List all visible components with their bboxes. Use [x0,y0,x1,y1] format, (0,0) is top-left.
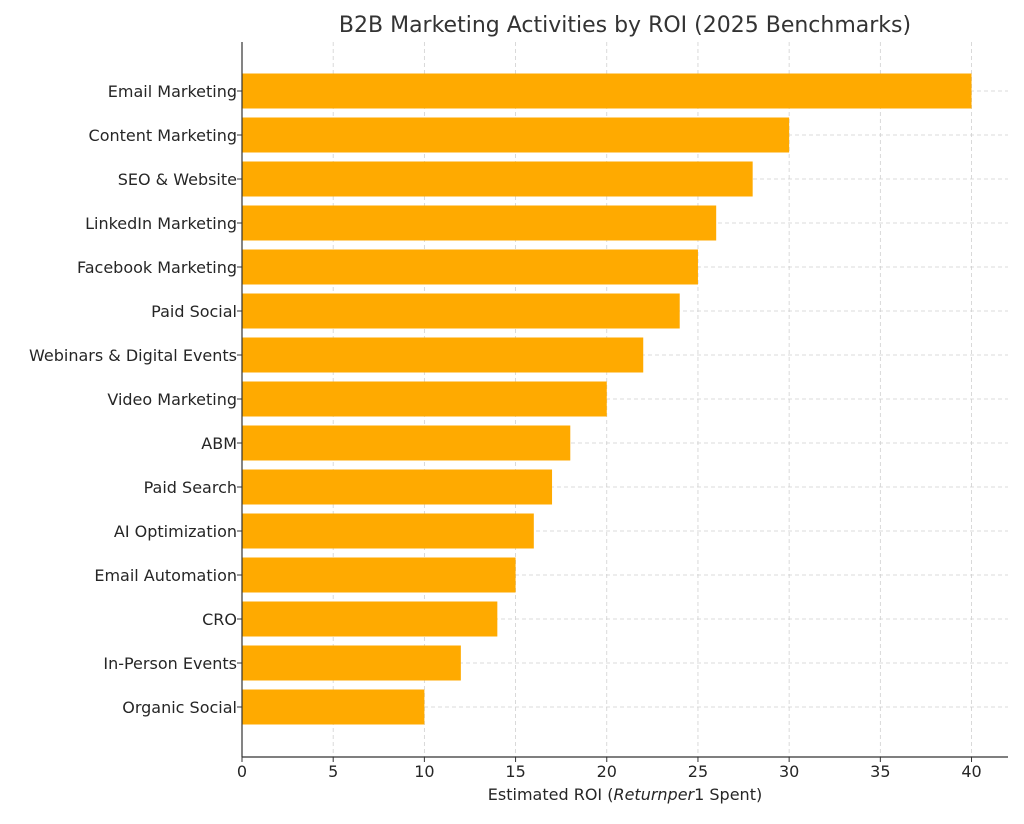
category-label: Paid Social [151,302,237,321]
bar [242,73,972,109]
category-label: Organic Social [122,698,237,717]
category-label: Email Marketing [108,82,237,101]
category-label: LinkedIn Marketing [85,214,237,233]
bar [242,161,753,197]
x-tick-label: 40 [961,762,981,781]
x-axis-title: Estimated ROI (Returnper1 Spent) [488,785,762,804]
x-axis-title-part-2: Returnper [613,785,695,804]
category-label: ABM [201,434,237,453]
bar [242,601,498,637]
x-tick-label: 5 [328,762,338,781]
x-tick-label: 30 [779,762,799,781]
category-label: Video Marketing [107,390,237,409]
bar [242,117,790,153]
category-label: Content Marketing [89,126,237,145]
bar [242,513,534,549]
category-label: Paid Search [144,478,237,497]
category-label: AI Optimization [114,522,237,541]
category-label: SEO & Website [118,170,237,189]
x-axis-title-part-3: 1 Spent) [694,785,762,804]
category-label: In-Person Events [103,654,237,673]
x-tick-label: 10 [414,762,434,781]
bar [242,337,644,373]
category-label: Webinars & Digital Events [29,346,237,365]
bar [242,381,607,417]
category-label: Email Automation [94,566,237,585]
bar [242,557,516,593]
bar [242,249,698,285]
category-label: CRO [202,610,237,629]
x-tick-label: 25 [688,762,708,781]
x-tick-label: 0 [237,762,247,781]
bar [242,645,461,681]
bar [242,205,717,241]
bar [242,689,425,725]
bar [242,293,680,329]
x-tick-label: 35 [870,762,890,781]
x-axis-title-part-1: Estimated ROI ( [488,785,614,804]
bar [242,469,553,505]
category-label: Facebook Marketing [77,258,237,277]
bar [242,425,571,461]
chart-title: B2B Marketing Activities by ROI (2025 Be… [339,13,911,38]
x-tick-label: 15 [505,762,525,781]
x-tick-label: 20 [597,762,617,781]
